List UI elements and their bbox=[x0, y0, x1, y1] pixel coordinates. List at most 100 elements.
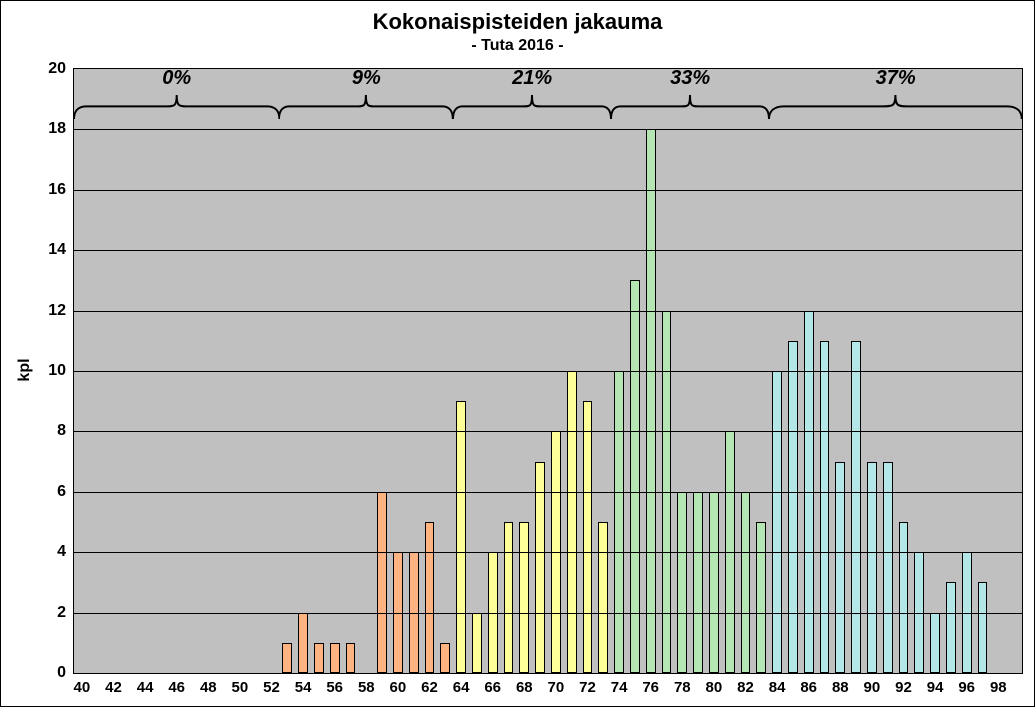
bar bbox=[425, 522, 435, 673]
x-tick-label: 50 bbox=[232, 679, 249, 696]
y-tick-label: 18 bbox=[48, 120, 66, 138]
brace-icon bbox=[611, 91, 769, 129]
y-tick-label: 2 bbox=[57, 604, 66, 622]
brace-icon bbox=[453, 91, 611, 129]
chart-container: Kokonaispisteiden jakauma - Tuta 2016 - … bbox=[0, 0, 1035, 707]
brace-icon bbox=[279, 91, 453, 129]
x-tick-label: 74 bbox=[611, 679, 628, 696]
y-axis-label: kpl bbox=[16, 358, 34, 381]
x-tick-label: 44 bbox=[137, 679, 154, 696]
bar bbox=[377, 492, 387, 673]
gridline bbox=[74, 431, 1022, 432]
y-tick-label: 20 bbox=[48, 60, 66, 78]
bar bbox=[535, 462, 545, 673]
x-tick-label: 84 bbox=[769, 679, 786, 696]
x-tick-label: 56 bbox=[326, 679, 343, 696]
group-percent-label: 21% bbox=[512, 67, 552, 90]
brace-icon bbox=[74, 91, 279, 129]
bar bbox=[756, 522, 766, 673]
gridline bbox=[74, 250, 1022, 251]
bar bbox=[978, 582, 988, 673]
y-tick-label: 6 bbox=[57, 483, 66, 501]
x-tick-label: 70 bbox=[548, 679, 565, 696]
gridline bbox=[74, 492, 1022, 493]
group-percent-label: 33% bbox=[670, 67, 710, 90]
x-tick-label: 58 bbox=[358, 679, 375, 696]
x-tick-label: 72 bbox=[579, 679, 596, 696]
bar bbox=[440, 643, 450, 673]
gridline bbox=[74, 129, 1022, 130]
brace-icon bbox=[769, 91, 1022, 129]
bar bbox=[282, 643, 292, 673]
bar bbox=[930, 613, 940, 673]
x-tick-label: 52 bbox=[263, 679, 280, 696]
y-tick-label: 8 bbox=[57, 422, 66, 440]
gridline bbox=[74, 190, 1022, 191]
x-tick-label: 82 bbox=[737, 679, 754, 696]
bar bbox=[693, 492, 703, 673]
bar bbox=[741, 492, 751, 673]
gridline bbox=[74, 552, 1022, 553]
x-tick-label: 46 bbox=[168, 679, 185, 696]
bar bbox=[598, 522, 608, 673]
y-tick-label: 16 bbox=[48, 181, 66, 199]
x-tick-label: 94 bbox=[927, 679, 944, 696]
bar bbox=[567, 371, 577, 673]
bar bbox=[883, 462, 893, 673]
y-tick-label: 4 bbox=[57, 543, 66, 561]
x-tick-label: 54 bbox=[295, 679, 312, 696]
bar bbox=[630, 280, 640, 673]
chart-subtitle: - Tuta 2016 - bbox=[1, 37, 1034, 55]
bar bbox=[346, 643, 356, 673]
group-percent-label: 0% bbox=[162, 67, 191, 90]
x-tick-label: 96 bbox=[958, 679, 975, 696]
bar bbox=[946, 582, 956, 673]
bar bbox=[314, 643, 324, 673]
bar bbox=[298, 613, 308, 673]
bar bbox=[519, 522, 529, 673]
bar bbox=[835, 462, 845, 673]
x-tick-label: 90 bbox=[864, 679, 881, 696]
bar bbox=[504, 522, 514, 673]
x-tick-label: 66 bbox=[484, 679, 501, 696]
x-tick-label: 78 bbox=[674, 679, 691, 696]
x-tick-label: 60 bbox=[390, 679, 407, 696]
bar bbox=[899, 522, 909, 673]
bar bbox=[472, 613, 482, 673]
bar bbox=[820, 341, 830, 673]
x-tick-label: 88 bbox=[832, 679, 849, 696]
gridline bbox=[74, 371, 1022, 372]
bar bbox=[583, 401, 593, 673]
x-tick-label: 68 bbox=[516, 679, 533, 696]
bar bbox=[456, 401, 466, 673]
bar bbox=[788, 341, 798, 673]
bar bbox=[709, 492, 719, 673]
bar bbox=[614, 371, 624, 673]
bar bbox=[851, 341, 861, 673]
group-percent-label: 37% bbox=[876, 67, 916, 90]
x-tick-label: 64 bbox=[453, 679, 470, 696]
x-tick-label: 62 bbox=[421, 679, 438, 696]
gridline bbox=[74, 613, 1022, 614]
y-tick-label: 12 bbox=[48, 302, 66, 320]
bar bbox=[646, 129, 656, 673]
bar bbox=[330, 643, 340, 673]
group-percent-label: 9% bbox=[352, 67, 381, 90]
x-tick-label: 48 bbox=[200, 679, 217, 696]
y-tick-label: 14 bbox=[48, 241, 66, 259]
y-tick-label: 0 bbox=[57, 664, 66, 682]
bar bbox=[677, 492, 687, 673]
plot-area: 0%9%21%33%37% 02468101214161820404244464… bbox=[73, 68, 1023, 674]
x-tick-label: 92 bbox=[895, 679, 912, 696]
x-tick-label: 98 bbox=[990, 679, 1007, 696]
bar bbox=[772, 371, 782, 673]
gridline bbox=[74, 311, 1022, 312]
x-tick-label: 80 bbox=[706, 679, 723, 696]
chart-title: Kokonaispisteiden jakauma bbox=[1, 9, 1034, 35]
x-tick-label: 42 bbox=[105, 679, 122, 696]
x-tick-label: 86 bbox=[800, 679, 817, 696]
y-tick-label: 10 bbox=[48, 362, 66, 380]
x-tick-label: 40 bbox=[74, 679, 91, 696]
bar bbox=[867, 462, 877, 673]
x-tick-label: 76 bbox=[642, 679, 659, 696]
